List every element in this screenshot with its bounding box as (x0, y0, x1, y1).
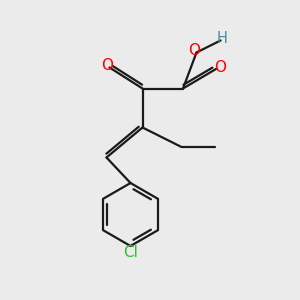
Text: O: O (188, 44, 200, 59)
Text: H: H (217, 32, 227, 46)
Text: O: O (214, 60, 226, 75)
Text: O: O (101, 58, 113, 74)
Text: Cl: Cl (123, 245, 138, 260)
